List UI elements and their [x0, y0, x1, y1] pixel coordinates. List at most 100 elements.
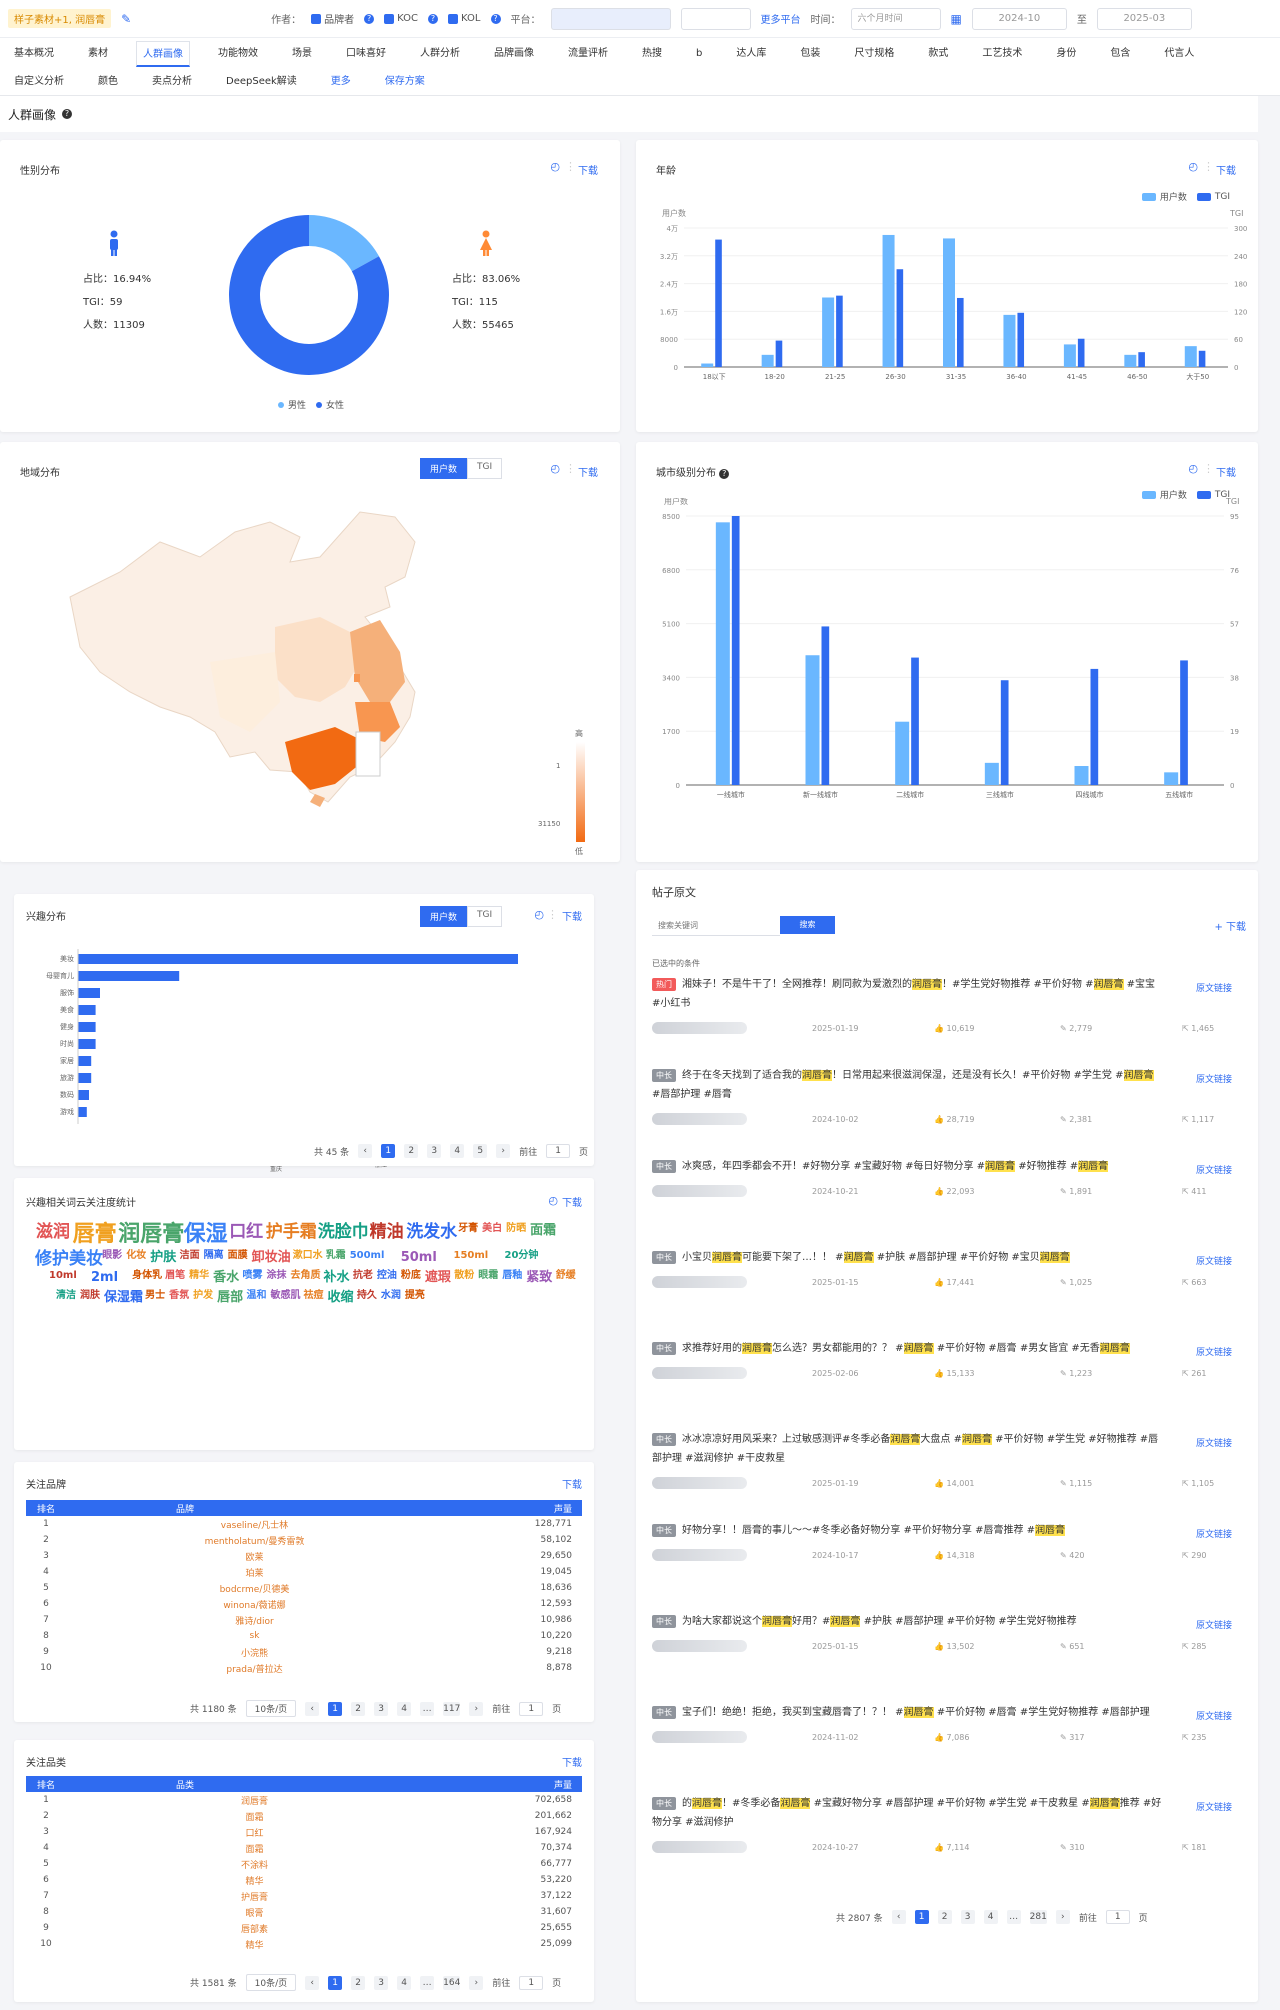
word-cloud-word[interactable]: 润肤 — [80, 1290, 100, 1301]
bar-tgi-26-30[interactable] — [896, 269, 904, 367]
original-link-button[interactable]: 原文链接 — [1195, 1439, 1232, 1449]
table-cell[interactable]: bodcrme/贝德美 — [219, 1584, 290, 1595]
page-164[interactable]: 164 — [443, 1975, 461, 1990]
tab2-2[interactable]: 卖点分析 — [152, 76, 192, 87]
bar-tgi-46-50[interactable] — [1138, 352, 1145, 367]
table-row[interactable]: 1 润唇膏 702,658 — [26, 1792, 582, 1808]
expand-icon[interactable]: ⋮ — [565, 462, 576, 475]
bar-美食[interactable] — [78, 1005, 96, 1015]
legend-female[interactable]: 女性 — [316, 398, 344, 411]
page-1[interactable]: 1 — [914, 1910, 929, 1924]
bar-游戏[interactable] — [78, 1107, 87, 1117]
original-link-button[interactable]: 原文链接 — [1195, 1712, 1232, 1722]
table-cell[interactable]: 护唇膏 — [240, 1892, 268, 1903]
original-link-button[interactable]: 原文链接 — [1195, 1621, 1232, 1631]
legend-tgi[interactable]: TGI — [1196, 190, 1230, 203]
post-search-button[interactable]: 搜索 — [780, 916, 835, 934]
tab-7[interactable]: 品牌画像 — [494, 48, 534, 59]
word-cloud-word[interactable]: 水润 — [380, 1290, 401, 1301]
tab-3[interactable]: 功能物效 — [218, 48, 258, 59]
word-cloud-word[interactable]: 唇膏 — [72, 1222, 117, 1247]
original-link-button[interactable]: 原文链接 — [1195, 1075, 1232, 1085]
table-row[interactable]: 7 护唇膏 37,122 — [26, 1888, 582, 1904]
word-cloud-word[interactable]: 收缩 — [327, 1290, 354, 1305]
post-search-input[interactable] — [652, 916, 780, 936]
table-row[interactable]: 9 小浣熊 9,218 — [26, 1644, 582, 1660]
word-cloud-word[interactable]: 10ml — [49, 1270, 77, 1281]
bar-时尚[interactable] — [78, 1039, 96, 1049]
table-row[interactable]: 7 雅诗/dior 10,986 — [26, 1612, 582, 1628]
next-page-button[interactable]: › — [496, 1144, 511, 1158]
bar-tgi-41-45[interactable] — [1077, 338, 1085, 367]
download-link[interactable]: 下载 — [578, 166, 598, 177]
history-icon[interactable]: ◴ — [550, 160, 560, 173]
table-row[interactable]: 9 唇部素 25,655 — [26, 1920, 582, 1936]
table-row[interactable]: 6 精华 53,220 — [26, 1872, 582, 1888]
bar-users-二线城市[interactable] — [895, 721, 910, 785]
bar-users-21-25[interactable] — [822, 297, 835, 368]
prev-page-button[interactable]: ‹ — [305, 1701, 320, 1716]
bar-tgi-新一线城市[interactable] — [821, 626, 830, 785]
table-cell[interactable]: winona/薇诺娜 — [223, 1600, 286, 1611]
bar-tgi-21-25[interactable] — [836, 295, 843, 367]
donut-slice-女性[interactable] — [229, 215, 389, 375]
bar-users-新一线城市[interactable] — [805, 655, 820, 785]
word-cloud-word[interactable]: 洗发水 — [406, 1222, 458, 1242]
table-cell[interactable]: 唇部素 — [240, 1924, 268, 1935]
next-page-button[interactable]: › — [1055, 1910, 1070, 1924]
bar-数码[interactable] — [78, 1090, 89, 1100]
calendar-icon[interactable]: ▦ — [950, 11, 962, 26]
checkbox-koc[interactable]: KOC — [384, 13, 418, 24]
table-cell[interactable]: vaseline/凡士林 — [220, 1520, 289, 1531]
toggle-users[interactable]: 用户数 — [420, 906, 468, 927]
word-cloud-word[interactable]: 洁面 — [179, 1250, 200, 1261]
table-cell[interactable]: 不涂料 — [240, 1860, 268, 1871]
tab2-0[interactable]: 自定义分析 — [14, 76, 64, 87]
tab-17[interactable]: 包含 — [1110, 48, 1131, 59]
word-cloud-word[interactable]: 粉底 — [400, 1270, 421, 1281]
table-row[interactable]: 3 口红 167,924 — [26, 1824, 582, 1840]
page-…[interactable]: … — [420, 1701, 435, 1716]
more-platform-link[interactable]: 更多平台 — [760, 15, 801, 26]
bar-users-46-50[interactable] — [1124, 354, 1137, 367]
word-cloud-word[interactable]: 散粉 — [454, 1270, 475, 1281]
download-link[interactable]: 下载 — [562, 1480, 582, 1491]
bar-tgi-大于50[interactable] — [1198, 350, 1206, 367]
history-icon[interactable]: ◴ — [1188, 160, 1198, 173]
edit-icon[interactable]: ✎ — [121, 11, 132, 26]
word-cloud-word[interactable]: 卸妆油 — [251, 1250, 291, 1265]
word-cloud-word[interactable]: 敏感肌 — [270, 1290, 301, 1301]
page-2[interactable]: 2 — [351, 1975, 366, 1990]
bar-tgi-五线城市[interactable] — [1180, 660, 1188, 785]
original-link-button[interactable]: 原文链接 — [1195, 1530, 1232, 1540]
page-4[interactable]: 4 — [397, 1701, 412, 1716]
tab-5[interactable]: 口味喜好 — [346, 48, 386, 59]
tab-16[interactable]: 身份 — [1056, 48, 1077, 59]
word-cloud-word[interactable]: 20分钟 — [504, 1250, 539, 1261]
time-range-select[interactable]: 六个月时间 — [850, 7, 941, 30]
page-117[interactable]: 117 — [443, 1701, 461, 1716]
posts-download-link[interactable]: + 下载 — [1214, 922, 1246, 933]
date-start-input[interactable]: 2024-10 — [971, 7, 1067, 30]
word-cloud-word[interactable]: 抗老 — [352, 1270, 373, 1281]
bar-users-五线城市[interactable] — [1164, 772, 1179, 785]
word-cloud-word[interactable]: 香氛 — [169, 1290, 190, 1301]
page-1[interactable]: 1 — [328, 1975, 343, 1990]
page-4[interactable]: 4 — [397, 1975, 412, 1990]
bar-tgi-18-20[interactable] — [775, 340, 783, 367]
prev-page-button[interactable]: ‹ — [305, 1975, 320, 1990]
page-1[interactable]: 1 — [328, 1701, 343, 1716]
checkbox-kol[interactable]: KOL — [448, 13, 481, 24]
tab2-1[interactable]: 颜色 — [98, 76, 118, 87]
bar-tgi-三线城市[interactable] — [1000, 680, 1009, 785]
goto-page-input[interactable]: 1 — [519, 1975, 544, 1990]
tab-4[interactable]: 场景 — [292, 48, 312, 59]
donut-slice-男性[interactable] — [309, 215, 379, 272]
bar-tgi-18以下[interactable] — [715, 239, 722, 367]
table-row[interactable]: 4 珀莱 19,045 — [26, 1564, 582, 1580]
word-cloud-word[interactable]: 舒缓 — [555, 1270, 576, 1281]
word-cloud-word[interactable]: 漱口水 — [292, 1250, 323, 1261]
expand-icon[interactable]: ⋮ — [547, 908, 558, 921]
word-cloud-word[interactable]: 眼影 — [102, 1250, 123, 1261]
word-cloud-word[interactable]: 精华 — [189, 1270, 210, 1281]
